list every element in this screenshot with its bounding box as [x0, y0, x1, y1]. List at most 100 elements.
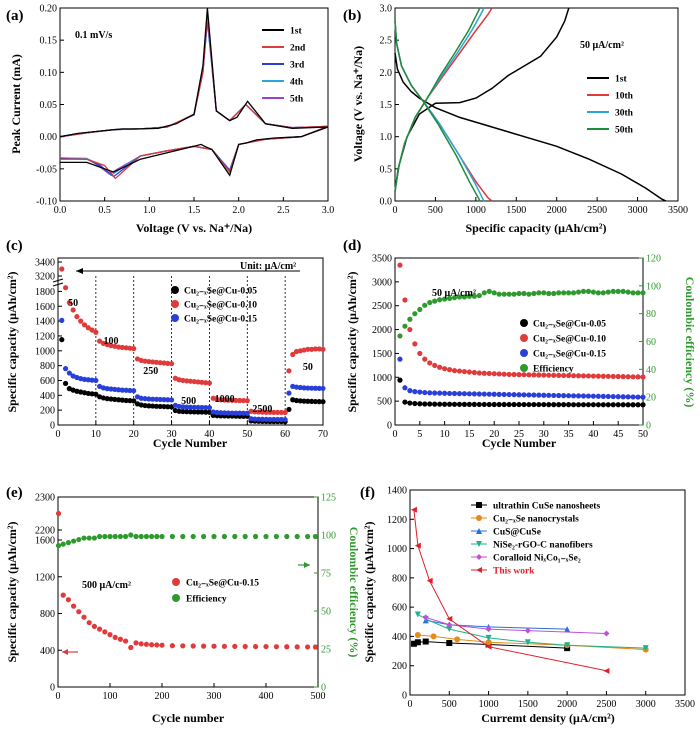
panel-c-frame: [57, 257, 324, 426]
panel-f-point: [524, 639, 531, 646]
panel-d-point: [506, 401, 512, 408]
panel-c-point: [240, 397, 247, 404]
panel-d-point: [630, 394, 636, 400]
panel-f-legend-marker: [476, 502, 482, 508]
panel-d-point: [407, 388, 413, 394]
panel-d-point: [585, 373, 592, 379]
panel-d-point: [446, 401, 453, 407]
panel-e-y2-label: Coulombic efficiency (%): [347, 527, 361, 658]
panel-c-point: [282, 416, 288, 423]
panel-f-point: [642, 645, 649, 652]
panel-e-point: [117, 533, 123, 540]
panel-e-y2-y-tick-label: 75: [321, 569, 331, 580]
panel-d-point: [526, 392, 532, 398]
panel-b-x-ticks: 0 500 1000 1500 2000 2500 3000 3500: [393, 197, 688, 216]
panel-e-point: [81, 535, 87, 541]
panel-e-point: [149, 533, 155, 540]
panel-c-rate-label: 100: [104, 336, 119, 347]
panel-c-point: [138, 395, 144, 401]
panel-d-point: [506, 291, 512, 297]
panel-c-point: [142, 396, 148, 402]
panel-b-x-label: Specific capacity (μAh/cm²): [465, 221, 606, 235]
panel-c-point: [187, 404, 194, 410]
panel-d-point: [501, 391, 507, 398]
panel-e-point: [312, 644, 318, 650]
panel-e-point: [154, 533, 160, 540]
panel-f-point: [524, 627, 531, 634]
panel-c-y-tick-label: 1200: [35, 331, 55, 342]
panel-e-x-tick-label: 400: [259, 691, 274, 702]
panel-c-point: [62, 380, 69, 387]
panel-c-point: [168, 361, 175, 367]
panel-d-point: [605, 373, 611, 379]
panel-f-x-tick-label: 2000: [557, 699, 577, 710]
panel-f-point: [426, 577, 433, 584]
panel-d-point: [427, 401, 433, 407]
panel-d-x-label: Cycle Number: [482, 436, 557, 450]
panel-d-point: [590, 289, 597, 295]
panel-c-point: [70, 307, 76, 313]
panel-e-plot-area: [55, 510, 318, 651]
panel-e-point: [284, 644, 290, 650]
panel-c-x-tick-label: 60: [280, 429, 290, 440]
panel-c-point: [62, 366, 69, 372]
panel-d-point: [546, 402, 552, 408]
panel-f-legend-label: Coralloid NiₓCo₁₋ₓSe₂: [493, 554, 581, 564]
panel-c-point: [195, 404, 201, 411]
panel-c-point: [168, 397, 175, 403]
panel-a-legend-label: 4th: [290, 78, 304, 88]
panel-d-legend-label: Cu₂₋ₓSe@Cu-0.15: [533, 350, 606, 360]
panel-c-point: [93, 329, 99, 335]
panel-d-point: [531, 372, 537, 378]
panel-d-point: [566, 393, 572, 399]
panel-c-legend: Cu₂₋ₓSe@Cu-0.05 Cu₂₋ₓSe@Cu-0.10 Cu₂₋ₓSe@Cu…: [171, 286, 257, 325]
panel-f-legend: ultrathin CuSe nanosheets Cu₂₋ₓSe nanocry…: [471, 502, 600, 577]
panel-d-point: [451, 401, 458, 407]
panel-e-point: [211, 643, 217, 649]
panel-d-point: [417, 389, 423, 395]
panel-a-x-tick-label: 3.0: [322, 205, 335, 216]
panel-f-y-tick-label: 600: [392, 603, 407, 614]
panel-c-y-tick-label: 800: [40, 361, 55, 372]
panel-c-point: [312, 398, 319, 405]
panel-e-y-tick-label: 1200: [35, 572, 55, 583]
panel-e-point: [190, 643, 196, 649]
panel-c-point: [184, 404, 190, 410]
panel-d-point: [486, 391, 492, 397]
panel-d-point: [590, 373, 597, 379]
panel-a-series-3rd: [59, 17, 329, 178]
panel-d-point: [491, 371, 497, 377]
panel-d-point: [456, 401, 463, 407]
panel-c-point: [187, 378, 194, 384]
panel-d-y2-label: Coulombic efficiency (%): [683, 277, 697, 408]
panel-c-unit-note: Unit: μA/cm²: [240, 261, 296, 272]
panel-c-point: [244, 398, 250, 404]
panel-a-series-4th: [59, 20, 329, 177]
panel-f-point: [485, 626, 492, 633]
panel-c-point: [157, 403, 163, 410]
panel-c-x-tick-label: 30: [167, 429, 177, 440]
panel-e-point: [284, 533, 290, 540]
panel-d-point: [491, 401, 497, 408]
panel-d-point: [536, 372, 542, 378]
panel-d-point: [437, 297, 443, 303]
panel-c-point: [165, 397, 171, 403]
panel-d-y-tick-label: 2500: [372, 301, 392, 312]
panel-e-point: [201, 643, 207, 649]
panel-e-point: [154, 642, 160, 648]
panel-d-point: [412, 400, 418, 407]
panel-c-point: [74, 314, 80, 320]
panel-f-x-tick-label: 3500: [675, 699, 695, 710]
panel-e-point: [221, 533, 227, 540]
panel-e-point: [159, 533, 165, 540]
panel-d-point: [422, 389, 428, 396]
panel-f-x-tick-label: 1500: [518, 699, 538, 710]
panel-c-point: [146, 358, 152, 365]
panel-b-x-tick-label: 2000: [547, 205, 567, 216]
panel-e-point: [76, 536, 82, 543]
panel-c-point: [89, 377, 95, 383]
panel-d-point: [417, 350, 423, 357]
panel-d-point: [496, 291, 502, 297]
panel-c-rate-label: 500: [181, 396, 196, 407]
